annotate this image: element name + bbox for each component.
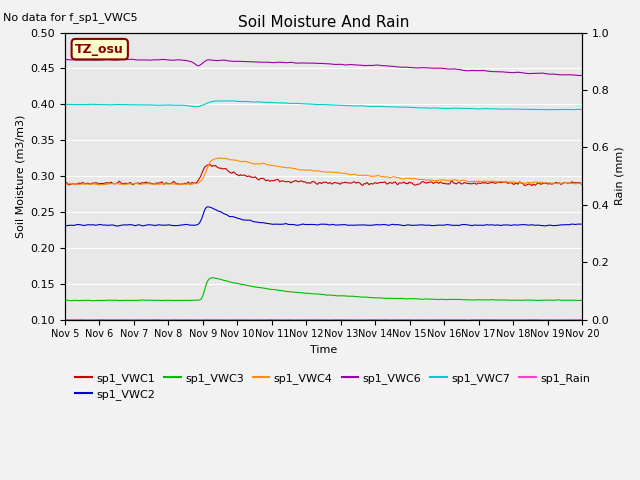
sp1_Rain (464, 317, 472, 323)
sp1_VWC4 (313, 168, 321, 174)
sp1_VWC7 (578, 107, 586, 112)
sp1_VWC4 (578, 181, 586, 187)
sp1_VWC4 (300, 167, 307, 173)
sp1_VWC1 (313, 181, 321, 187)
Line: sp1_VWC1: sp1_VWC1 (65, 165, 582, 186)
sp1_VWC2 (113, 223, 121, 229)
sp1_VWC6 (299, 60, 307, 66)
sp1_VWC1 (299, 179, 307, 185)
sp1_Rain (564, 317, 572, 323)
sp1_VWC7 (299, 101, 307, 107)
sp1_VWC4 (215, 155, 223, 161)
Title: Soil Moisture And Rain: Soil Moisture And Rain (238, 15, 409, 30)
sp1_VWC7 (313, 102, 321, 108)
sp1_VWC3 (578, 298, 586, 303)
sp1_Rain (468, 317, 476, 323)
Y-axis label: Rain (mm): Rain (mm) (615, 147, 625, 205)
sp1_VWC6 (578, 72, 586, 78)
Line: sp1_VWC4: sp1_VWC4 (65, 158, 582, 185)
sp1_VWC2 (61, 223, 69, 228)
sp1_VWC3 (313, 291, 321, 297)
sp1_VWC6 (127, 56, 134, 62)
sp1_VWC6 (563, 72, 571, 78)
sp1_Rain (88, 317, 95, 323)
sp1_VWC7 (569, 107, 577, 113)
sp1_VWC1 (564, 180, 572, 186)
sp1_VWC4 (88, 181, 95, 187)
sp1_VWC6 (61, 57, 69, 62)
sp1_VWC1 (468, 181, 476, 187)
sp1_VWC7 (563, 107, 571, 112)
Y-axis label: Soil Moisture (m3/m3): Soil Moisture (m3/m3) (15, 114, 25, 238)
sp1_VWC4 (61, 181, 69, 187)
sp1_VWC3 (209, 275, 216, 281)
sp1_VWC2 (313, 222, 321, 228)
sp1_VWC2 (300, 221, 307, 227)
sp1_VWC6 (575, 72, 582, 78)
sp1_VWC3 (61, 297, 69, 303)
sp1_VWC7 (220, 98, 228, 104)
sp1_VWC1 (521, 183, 529, 189)
sp1_VWC1 (206, 162, 214, 168)
sp1_VWC3 (564, 298, 572, 303)
sp1_VWC1 (88, 181, 95, 187)
sp1_VWC7 (468, 106, 476, 111)
sp1_VWC2 (564, 222, 572, 228)
sp1_VWC1 (578, 182, 586, 188)
sp1_VWC3 (67, 298, 75, 304)
sp1_VWC4 (563, 180, 571, 185)
Text: No data for f_sp1_VWC5: No data for f_sp1_VWC5 (3, 12, 138, 23)
sp1_VWC6 (468, 68, 476, 73)
X-axis label: Time: Time (310, 345, 337, 355)
sp1_Rain (99, 317, 106, 323)
sp1_Rain (563, 317, 571, 323)
sp1_VWC6 (88, 57, 95, 63)
sp1_VWC1 (563, 180, 571, 186)
sp1_VWC2 (204, 204, 212, 210)
sp1_Rain (313, 317, 321, 323)
sp1_Rain (299, 317, 307, 323)
sp1_Rain (578, 317, 586, 323)
sp1_VWC7 (563, 107, 571, 112)
sp1_VWC2 (563, 222, 571, 228)
sp1_VWC6 (563, 72, 571, 78)
sp1_VWC7 (88, 101, 95, 107)
sp1_VWC6 (313, 60, 321, 66)
sp1_VWC3 (468, 297, 476, 303)
Line: sp1_VWC3: sp1_VWC3 (65, 278, 582, 301)
sp1_VWC2 (468, 223, 476, 228)
Text: TZ_osu: TZ_osu (76, 43, 124, 56)
sp1_Rain (61, 317, 69, 323)
sp1_VWC3 (88, 298, 95, 303)
sp1_VWC4 (564, 180, 572, 185)
sp1_VWC3 (563, 297, 571, 303)
Line: sp1_VWC6: sp1_VWC6 (65, 59, 582, 75)
Line: sp1_VWC7: sp1_VWC7 (65, 101, 582, 110)
sp1_VWC4 (468, 179, 476, 184)
sp1_VWC2 (578, 221, 586, 227)
sp1_VWC7 (61, 101, 69, 107)
sp1_VWC4 (95, 182, 103, 188)
sp1_VWC1 (61, 180, 69, 185)
Legend: sp1_VWC1, sp1_VWC2, sp1_VWC3, sp1_VWC4, sp1_VWC6, sp1_VWC7, sp1_Rain: sp1_VWC1, sp1_VWC2, sp1_VWC3, sp1_VWC4, … (70, 368, 595, 405)
Line: sp1_VWC2: sp1_VWC2 (65, 207, 582, 226)
sp1_VWC3 (300, 290, 307, 296)
sp1_VWC2 (88, 222, 95, 228)
